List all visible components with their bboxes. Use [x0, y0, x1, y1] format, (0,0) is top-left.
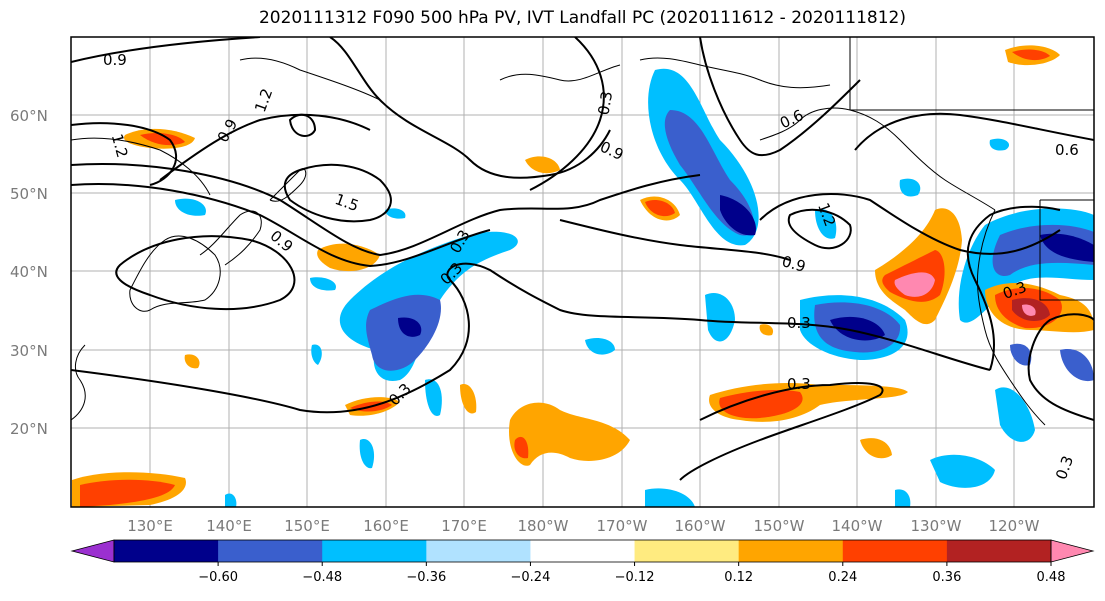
- lat-label: 20°N: [10, 420, 48, 438]
- contour-label: 0.9: [780, 252, 808, 276]
- latitude-labels: 60°N 50°N 40°N 30°N 20°N: [10, 107, 48, 438]
- lon-label: 180°W: [518, 517, 569, 535]
- lat-label: 60°N: [10, 107, 48, 125]
- lon-label: 170°E: [441, 517, 487, 535]
- colorbar-extend-high: [1050, 539, 1095, 563]
- colorbar-tick-label: −0.36: [406, 570, 446, 585]
- lon-label: 150°E: [284, 517, 330, 535]
- coastlines: [71, 37, 1094, 426]
- lon-label: 140°W: [832, 517, 883, 535]
- ivt-shading: [72, 45, 1094, 507]
- longitude-labels: 130°E 140°E 150°E 160°E 170°E 180°W 170°…: [127, 517, 1039, 535]
- colorbar-box: [218, 540, 323, 562]
- colorbar-box: [842, 540, 948, 562]
- map-title: 2020111312 F090 500 hPa PV, IVT Landfall…: [258, 8, 906, 28]
- lat-label: 50°N: [10, 185, 48, 203]
- colorbar: −0.60 −0.48 −0.36 −0.24 −0.12 0.12 0.24 0.36 0.4…: [70, 539, 1095, 585]
- colorbar-box: [530, 540, 636, 562]
- colorbar-tick-label: 0.24: [828, 570, 857, 585]
- colorbar-outline: [113, 539, 1052, 563]
- pv-contours: [71, 37, 1094, 481]
- contour-labels: 0.9 1.2 0.9 1.2 1.5 0.9 0.3 0.3 0.9 0.3 …: [103, 51, 1079, 482]
- colorbar-box: [322, 540, 427, 562]
- contour-label: 0.3: [787, 375, 811, 393]
- contour-label: 0.9: [103, 51, 127, 69]
- colorbar-tick-label: 0.48: [1037, 570, 1066, 585]
- lon-label: 130°E: [127, 517, 173, 535]
- contour-label: 0.3: [787, 314, 811, 332]
- colorbar-box: [738, 540, 844, 562]
- lon-label: 160°W: [675, 517, 726, 535]
- colorbar-box: [946, 540, 1052, 562]
- lon-label: 120°W: [989, 517, 1040, 535]
- colorbar-tick-label: 0.36: [932, 570, 961, 585]
- lon-label: 170°W: [597, 517, 648, 535]
- colorbar-box: [114, 540, 219, 562]
- colorbar-box: [634, 540, 740, 562]
- colorbar-tick-label: −0.12: [615, 570, 655, 585]
- lon-label: 160°E: [363, 517, 409, 535]
- lon-label: 140°E: [206, 517, 252, 535]
- lat-label: 40°N: [10, 263, 48, 281]
- colorbar-tick-label: −0.60: [198, 570, 238, 585]
- colorbar-tick-label: 0.12: [724, 570, 753, 585]
- colorbar-box: [426, 540, 531, 562]
- colorbar-tick-label: −0.48: [302, 570, 342, 585]
- colorbar-extend-low: [70, 539, 115, 563]
- lon-label: 150°W: [754, 517, 805, 535]
- lon-label: 130°W: [911, 517, 962, 535]
- contour-label: 1.2: [108, 132, 132, 160]
- colorbar-tick-label: −0.24: [511, 570, 551, 585]
- lat-label: 30°N: [10, 342, 48, 360]
- map-border: [70, 36, 1095, 508]
- contour-label: 0.3: [594, 90, 616, 117]
- contour-label: 0.6: [1055, 141, 1079, 159]
